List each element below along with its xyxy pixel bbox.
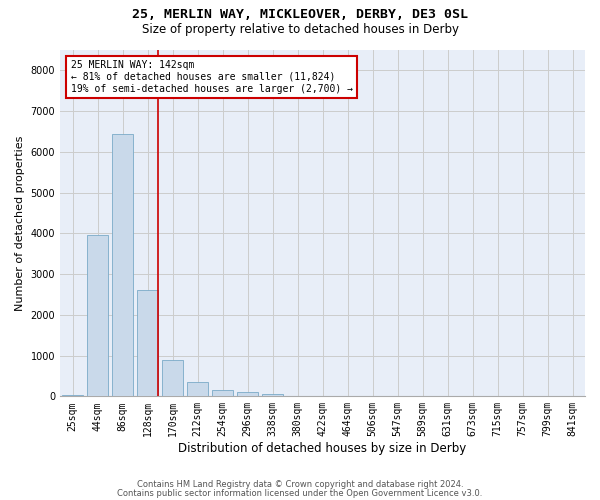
Bar (87, 236, 108, 396)
X-axis label: Distribution of detached houses by size in Derby: Distribution of detached houses by size … (178, 442, 467, 455)
Bar (237, 392, 258, 396)
Bar (62, 395, 83, 396)
Bar (212, 390, 233, 396)
Bar (162, 360, 183, 397)
Text: Size of property relative to detached houses in Derby: Size of property relative to detached ho… (142, 22, 458, 36)
Bar (262, 394, 283, 396)
Text: Contains public sector information licensed under the Open Government Licence v3: Contains public sector information licen… (118, 488, 482, 498)
Bar (112, 134, 133, 396)
Text: 25, MERLIN WAY, MICKLEOVER, DERBY, DE3 0SL: 25, MERLIN WAY, MICKLEOVER, DERBY, DE3 0… (132, 8, 468, 20)
Bar (137, 290, 158, 397)
Text: 25 MERLIN WAY: 142sqm
← 81% of detached houses are smaller (11,824)
19% of semi-: 25 MERLIN WAY: 142sqm ← 81% of detached … (71, 60, 353, 94)
Y-axis label: Number of detached properties: Number of detached properties (15, 136, 25, 311)
Text: Contains HM Land Registry data © Crown copyright and database right 2024.: Contains HM Land Registry data © Crown c… (137, 480, 463, 489)
Bar (187, 382, 208, 396)
